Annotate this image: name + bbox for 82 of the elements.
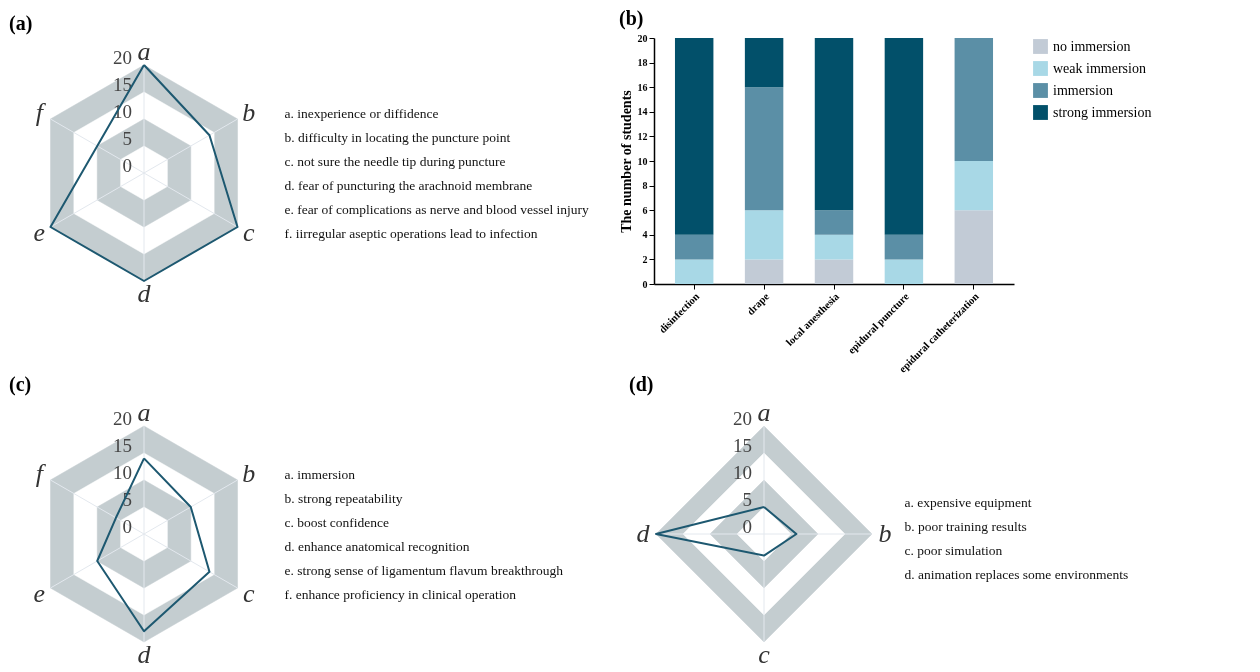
spoke-label: b: [242, 97, 256, 127]
y-tick-label: 10: [113, 462, 133, 483]
text: c. boost confidence: [284, 514, 389, 530]
y-tick-label: 5: [122, 128, 133, 149]
chart-title: (a): [9, 12, 33, 35]
y-tick-label: 16: [637, 81, 648, 93]
chart-title: (b): [619, 7, 644, 30]
y-tick-label: 0: [122, 516, 133, 537]
text: c. not sure the needle tip during puncture: [284, 153, 506, 169]
text: b. poor training results: [904, 518, 1027, 534]
chart-title: (c): [9, 373, 32, 396]
y-tick-label: 10: [733, 462, 753, 483]
bar: [744, 87, 784, 211]
bar: [954, 38, 994, 161]
legend-label: strong immersion: [1053, 104, 1152, 120]
text: d. fear of puncturing the arachnoid membrane: [284, 177, 533, 193]
y-tick-label: 20: [113, 47, 133, 68]
spoke-label: f: [35, 97, 47, 127]
spoke-label: f: [35, 458, 47, 488]
y-tick-label: 4: [642, 229, 648, 241]
text: d. animation replaces some environments: [904, 566, 1129, 582]
y-axis-title: The number of students: [618, 89, 634, 233]
legend-label: no immersion: [1053, 38, 1131, 54]
bar: [954, 161, 994, 211]
text: a. expensive equipment: [904, 494, 1032, 510]
text: e. strong sense of ligamentum flavum breakthrough: [284, 562, 564, 578]
y-tick-label: 14: [637, 106, 648, 118]
y-tick-label: 15: [113, 435, 133, 456]
spoke-label: a: [757, 398, 771, 428]
spoke-label: d: [137, 278, 152, 308]
bar: [814, 234, 854, 260]
text: b. strong repeatability: [284, 490, 403, 506]
y-tick-label: 10: [637, 155, 648, 167]
bar: [674, 259, 714, 284]
y-tick-label: 12: [637, 130, 648, 142]
text: f. enhance proficiency in clinical operation: [284, 586, 517, 602]
bar: [884, 259, 924, 284]
chart-title: (d): [629, 373, 654, 396]
y-tick-label: 8: [642, 180, 648, 192]
bar: [954, 210, 994, 284]
text: b. difficulty in locating the puncture point: [284, 129, 511, 145]
spoke-label: c: [242, 218, 255, 248]
y-tick-label: 6: [642, 204, 648, 216]
spoke-label: d: [636, 519, 651, 548]
bar: [744, 210, 784, 260]
legend-label: immersion: [1053, 82, 1113, 98]
text: c. poor simulation: [904, 542, 1003, 558]
bar: [744, 38, 784, 88]
text: a. immersion: [284, 466, 356, 482]
y-tick-label: 15: [113, 74, 133, 95]
bar: [814, 38, 854, 211]
text: a. inexperience or diffidence: [284, 105, 439, 121]
spoke-label: c: [758, 639, 771, 669]
spoke-label: a: [137, 37, 151, 67]
bar: [884, 234, 924, 260]
y-tick-label: 18: [637, 57, 648, 69]
text: d. enhance anatomical recognition: [284, 538, 470, 554]
bar: [814, 259, 854, 284]
bar: [674, 38, 714, 235]
y-tick-label: 0: [742, 516, 753, 537]
y-tick-label: 5: [742, 489, 753, 510]
y-tick-label: 20: [733, 408, 753, 429]
text: e. fear of complications as nerve and blood vessel injury: [284, 201, 590, 217]
bar: [814, 210, 854, 235]
bar: [674, 234, 714, 260]
spoke-label: c: [242, 579, 255, 609]
y-tick-label: 20: [113, 408, 133, 429]
text: f. iirregular aseptic operations lead to infection: [284, 225, 538, 241]
spoke-label: e: [33, 579, 46, 609]
legend-label: weak immersion: [1053, 60, 1146, 76]
y-tick-label: 15: [733, 435, 753, 456]
bar: [744, 259, 784, 284]
spoke-label: b: [878, 519, 892, 548]
spoke-label: b: [242, 458, 256, 488]
spoke-label: e: [33, 218, 46, 248]
y-tick-label: 20: [637, 32, 648, 44]
bar: [884, 38, 924, 235]
spoke-label: a: [137, 398, 151, 428]
y-tick-label: 2: [642, 253, 648, 265]
y-tick-label: 0: [122, 155, 133, 176]
spoke-label: d: [137, 639, 152, 669]
y-tick-label: 0: [642, 278, 648, 290]
